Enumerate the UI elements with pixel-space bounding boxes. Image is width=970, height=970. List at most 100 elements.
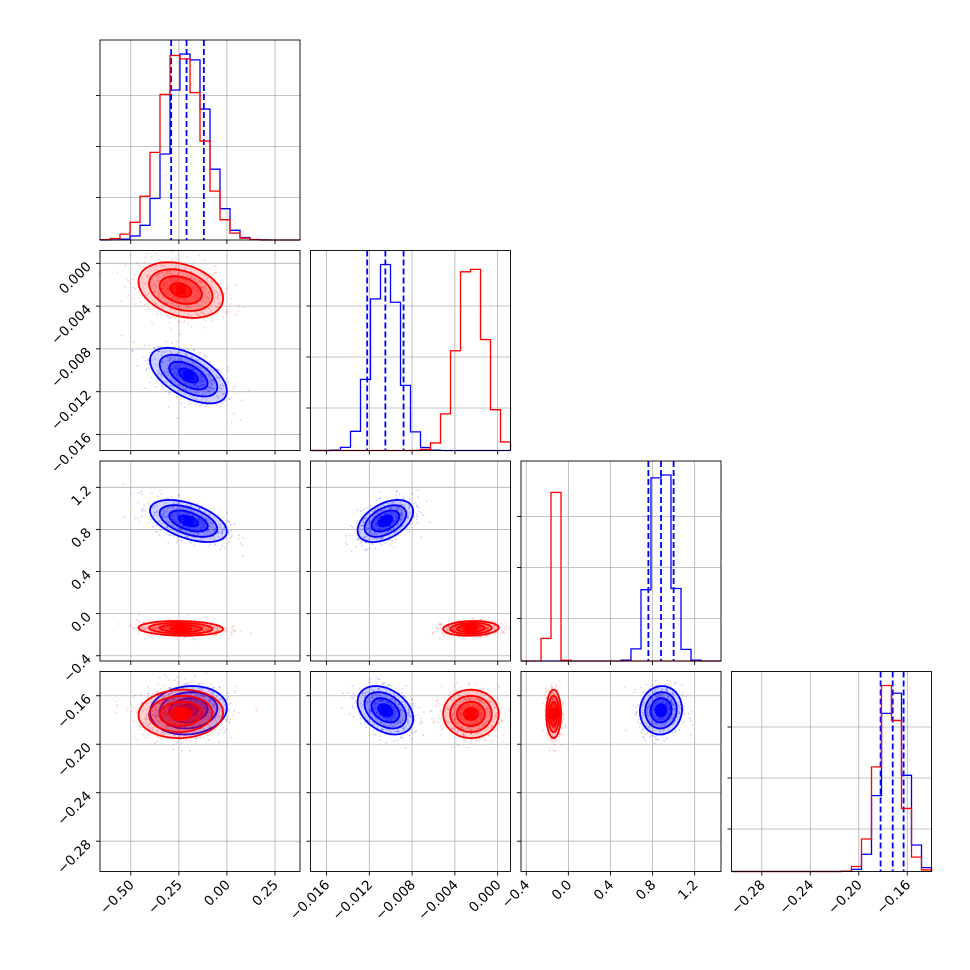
scatter-point [164, 286, 166, 289]
scatter-point [166, 510, 168, 512]
scatter-point [385, 513, 387, 516]
scatter-point [212, 693, 215, 695]
scatter-point [166, 525, 169, 528]
scatter-point [216, 630, 218, 633]
scatter-point [202, 625, 204, 628]
scatter-point [137, 297, 140, 299]
scatter-point [376, 525, 379, 528]
scatter-point [211, 379, 214, 382]
scatter-point [221, 531, 223, 534]
scatter-point [213, 380, 215, 383]
scatter-point [148, 292, 150, 295]
scatter-point [177, 279, 180, 281]
scatter-point [221, 532, 224, 535]
scatter-point [127, 625, 130, 628]
scatter-point [163, 285, 166, 287]
scatter-point [360, 525, 362, 527]
scatter-point [205, 531, 208, 534]
scatter-point [214, 530, 216, 533]
scatter-point [206, 708, 209, 711]
scatter-point [197, 533, 200, 536]
scatter-point [214, 690, 217, 693]
scatter-point [221, 544, 223, 547]
scatter-point [209, 386, 212, 389]
scatter-point [182, 278, 184, 281]
scatter-point [194, 628, 197, 631]
panel-bg [521, 461, 721, 661]
scatter-point [183, 388, 186, 391]
scatter-point [151, 492, 153, 495]
scatter-point [189, 718, 192, 721]
scatter-point [158, 372, 161, 375]
scatter-point [164, 626, 167, 629]
scatter-point [207, 628, 209, 631]
scatter-point [366, 548, 368, 551]
scatter-point [149, 308, 152, 311]
scatter-point [438, 622, 441, 625]
scatter-point [203, 527, 206, 530]
scatter-point [134, 288, 137, 290]
scatter-point [167, 708, 169, 711]
scatter-point [392, 511, 395, 513]
scatter-point [172, 698, 175, 700]
scatter-point [185, 275, 187, 278]
scatter-point [177, 514, 180, 517]
scatter-point [199, 528, 202, 531]
scatter-point [179, 512, 182, 515]
scatter-point [178, 702, 181, 705]
scatter-point [372, 526, 375, 528]
scatter-point [188, 388, 191, 391]
scatter-point [131, 349, 134, 352]
scatter-point [205, 626, 208, 628]
scatter-point [162, 731, 165, 734]
scatter-point [406, 516, 409, 519]
scatter-point [188, 692, 191, 694]
scatter-point [485, 634, 487, 637]
scatter-point [228, 721, 231, 724]
scatter-point [153, 712, 156, 714]
scatter-point [440, 627, 442, 630]
scatter-point [143, 627, 146, 630]
scatter-point [189, 505, 192, 507]
scatter-point [192, 514, 195, 517]
scatter-point [173, 357, 175, 359]
scatter-point [395, 507, 398, 510]
scatter-point [216, 629, 219, 631]
scatter-point [214, 530, 216, 533]
scatter-point [478, 627, 481, 629]
scatter-point [205, 518, 207, 521]
scatter-point [210, 388, 213, 390]
scatter-point [383, 513, 386, 515]
scatter-point [234, 690, 236, 693]
scatter-point [159, 529, 162, 532]
scatter-point [218, 385, 221, 388]
scatter-point [154, 358, 157, 361]
scatter-point [228, 397, 231, 400]
scatter-point [190, 270, 192, 273]
scatter-point [186, 720, 189, 723]
scatter-point [216, 312, 219, 314]
scatter-point [173, 726, 176, 728]
scatter-point [396, 508, 399, 511]
scatter-point [187, 313, 190, 316]
scatter-point [446, 626, 449, 629]
scatter-point [165, 280, 168, 283]
scatter-point [377, 506, 380, 509]
scatter-point [170, 708, 173, 710]
scatter-point [135, 711, 138, 714]
scatter-point [141, 286, 144, 289]
scatter-point [160, 713, 163, 716]
scatter-point [461, 627, 463, 630]
scatter-point [188, 718, 191, 721]
scatter-point [210, 381, 213, 384]
scatter-point [167, 625, 170, 628]
scatter-point [440, 623, 443, 626]
scatter-point [438, 627, 441, 630]
scatter-point [176, 515, 179, 518]
scatter-point [248, 389, 251, 392]
scatter-point [199, 367, 202, 369]
scatter-point [175, 638, 178, 641]
scatter-point [220, 530, 223, 533]
scatter-point [180, 402, 182, 405]
scatter-point [487, 626, 490, 628]
